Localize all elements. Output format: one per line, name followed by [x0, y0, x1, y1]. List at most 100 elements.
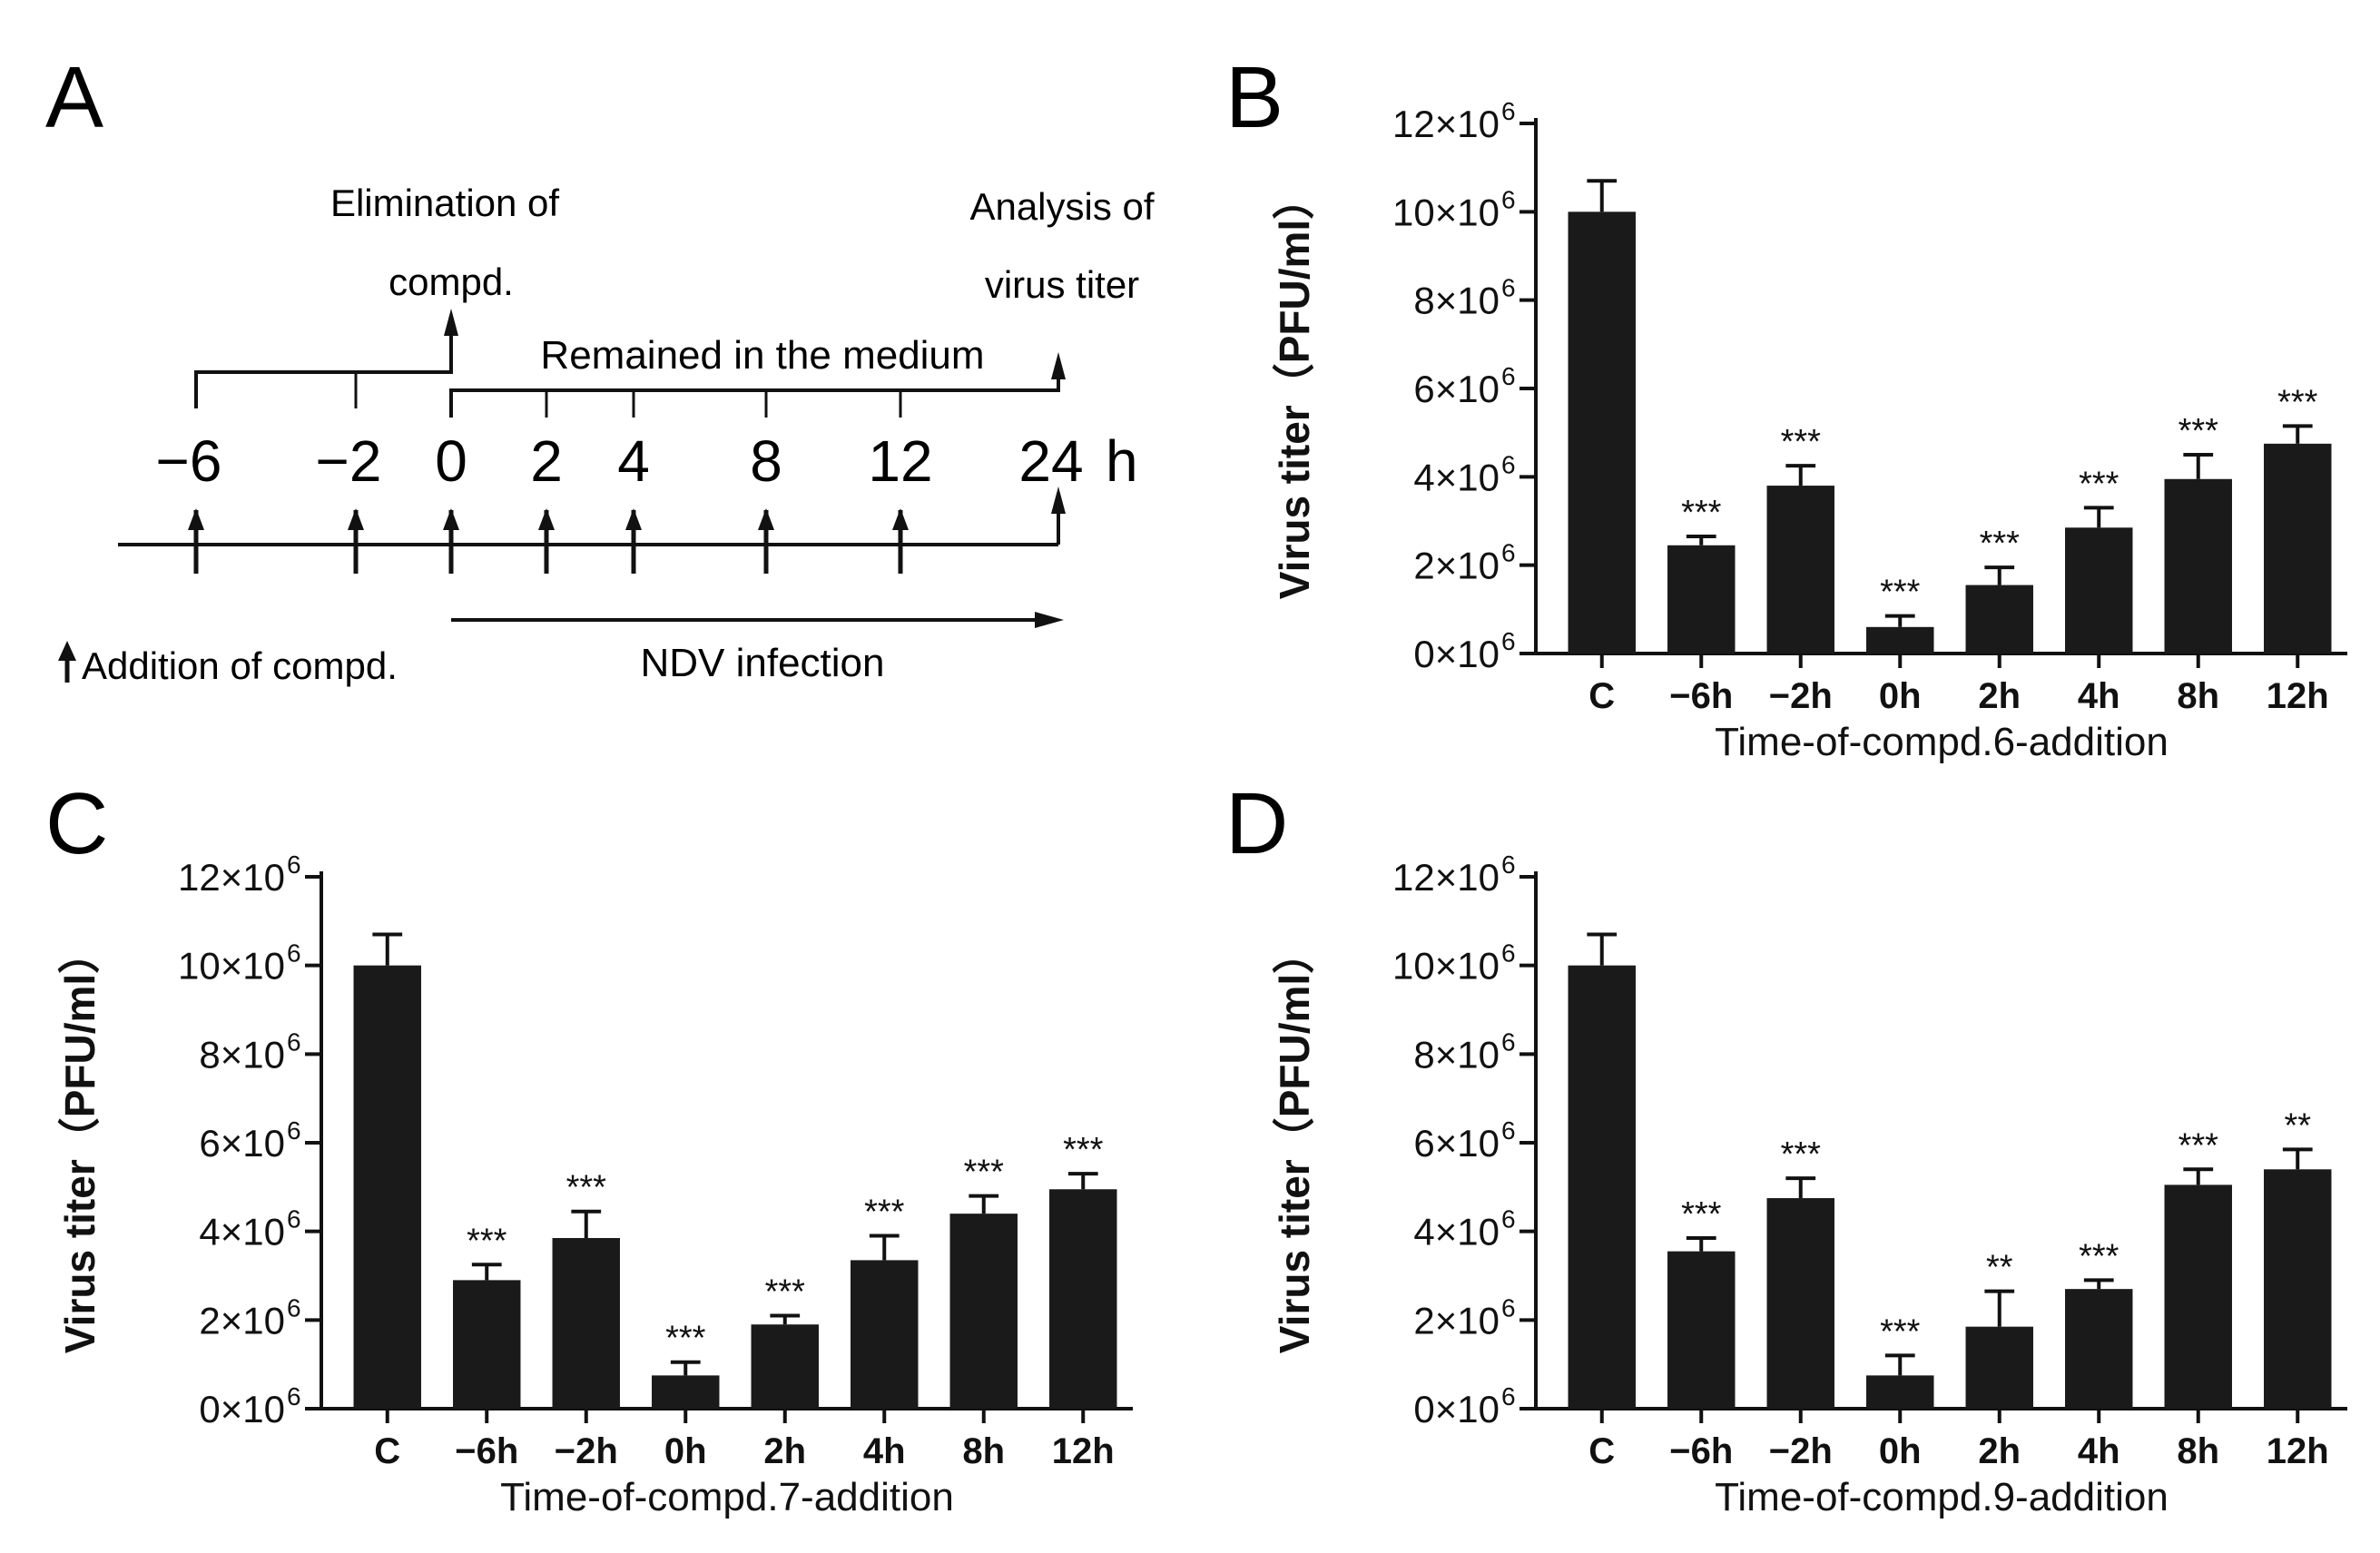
bar [1049, 1189, 1117, 1409]
y-axis-title: Virus titer（PFU/ml） [1271, 932, 1318, 1353]
y-tick-label: 4×10 [1413, 1211, 1500, 1253]
bar [552, 1237, 620, 1409]
elimination-label-line1: Elimination of [330, 182, 559, 224]
y-tick-label: 10×10 [178, 945, 285, 988]
x-tick-label: 4h [2078, 676, 2120, 716]
x-tick-label: 8h [2177, 676, 2219, 716]
x-tick-label: 2h [763, 1431, 806, 1471]
addition-arrowhead [188, 508, 204, 530]
significance-label: *** [1681, 1195, 1722, 1234]
x-tick-label: −6h [455, 1431, 518, 1471]
significance-label: *** [1681, 494, 1722, 532]
bar [1866, 1375, 1934, 1409]
x-tick-label: −2h [555, 1431, 618, 1471]
timeline-label-24: 24 [1018, 428, 1083, 494]
y-tick-label: 12×10 [1392, 856, 1500, 899]
significance-label: *** [1781, 423, 1822, 461]
x-axis-title: Time-of-compd.9-addition [1715, 1475, 2169, 1519]
x-tick-label: 4h [2078, 1431, 2120, 1471]
x-axis-title: Time-of-compd.7-addition [500, 1475, 954, 1519]
addition-arrowhead [443, 508, 459, 530]
bar [2164, 1184, 2232, 1409]
y-tick-exponent: 6 [287, 1293, 301, 1322]
x-tick-label: 2h [1978, 1431, 2021, 1471]
timeline-label-12: 12 [868, 428, 932, 494]
significance-label: *** [1781, 1135, 1822, 1174]
significance-label: *** [1880, 574, 1921, 612]
bar [2065, 1289, 2133, 1409]
x-tick-label: 0h [1879, 1431, 1922, 1471]
y-tick-exponent: 6 [1501, 939, 1516, 968]
bar [1568, 211, 1636, 654]
y-tick-label: 8×10 [1413, 1033, 1500, 1076]
pretreatment-bracket [194, 331, 453, 408]
y-tick-label: 12×10 [178, 856, 285, 899]
y-tick-exponent: 6 [1501, 850, 1516, 879]
addition-arrows [188, 508, 909, 574]
addition-label: Addition of compd. [82, 644, 398, 687]
bar [1866, 626, 1934, 654]
significance-label: *** [1880, 1312, 1921, 1351]
panel-letter-c: C [45, 775, 108, 872]
y-tick-exponent: 6 [1501, 97, 1516, 125]
y-tick-label: 4×10 [1413, 456, 1500, 498]
y-tick-label: 8×10 [1413, 280, 1500, 322]
x-tick-label: −6h [1669, 1431, 1733, 1471]
y-tick-exponent: 6 [1501, 185, 1516, 213]
x-tick-label: −6h [1669, 676, 1733, 716]
y-tick-exponent: 6 [287, 1205, 301, 1234]
panel-letter-d: D [1225, 775, 1288, 872]
bar [1667, 1251, 1736, 1409]
infection-label: NDV infection [640, 641, 884, 685]
chart-panel-b: 0×10 62×10 64×10 66×10 68×10 610×10 612×10 6C**… [1271, 97, 2347, 764]
x-tick-label: 0h [1879, 676, 1922, 716]
panel-letter-b: B [1225, 49, 1283, 146]
panel-a-timeline: A −6 −2 0 2 4 8 12 24 h Elimination of c… [45, 49, 1155, 687]
y-tick-label: 6×10 [1413, 368, 1500, 410]
y-tick-exponent: 6 [1501, 362, 1516, 390]
bar [851, 1260, 919, 1409]
y-tick-exponent: 6 [1501, 1027, 1516, 1056]
x-tick-label: 2h [1978, 676, 2021, 716]
timeline-label-minus2: −2 [316, 428, 382, 494]
y-tick-label: 10×10 [1392, 191, 1500, 233]
y-tick-exponent: 6 [1501, 1293, 1516, 1322]
y-tick-label: 6×10 [1413, 1122, 1500, 1165]
y-tick-exponent: 6 [287, 1116, 301, 1145]
bar [2164, 478, 2232, 654]
x-tick-label: −2h [1769, 676, 1833, 716]
y-tick-exponent: 6 [287, 1027, 301, 1056]
y-tick-label: 0×10 [1413, 633, 1500, 675]
y-tick-label: 8×10 [199, 1033, 285, 1076]
chart-panel-d: 0×10 62×10 64×10 66×10 68×10 610×10 612×10 6C**… [1271, 850, 2347, 1519]
x-tick-label: 8h [962, 1431, 1005, 1471]
bar [751, 1324, 819, 1409]
timeline-label-4: 4 [617, 428, 650, 494]
bar [949, 1214, 1018, 1409]
infection-arrowhead [1035, 612, 1064, 628]
timeline-label-2: 2 [530, 428, 563, 494]
analysis-label-line1: Analysis of [969, 185, 1154, 228]
addition-arrowhead [348, 508, 364, 530]
timeline-hour-unit: h [1106, 428, 1138, 494]
significance-label: *** [964, 1154, 1005, 1192]
elimination-label-line2: compd. [388, 260, 514, 303]
x-tick-label: 0h [664, 1431, 707, 1471]
significance-label: *** [864, 1194, 905, 1232]
x-tick-label: −2h [1769, 1431, 1833, 1471]
significance-label: *** [2178, 1126, 2219, 1165]
y-tick-exponent: 6 [1501, 1205, 1516, 1234]
y-axis-title: Virus titer（PFU/ml） [1271, 178, 1318, 599]
x-tick-label: 12h [2267, 1431, 2329, 1471]
timeline-label-8: 8 [750, 428, 782, 494]
chart-panel-c: 0×10 62×10 64×10 66×10 68×10 610×10 612×10 6C**… [56, 850, 1133, 1519]
y-tick-exponent: 6 [287, 850, 301, 879]
y-tick-exponent: 6 [1501, 1382, 1516, 1410]
significance-label: ** [1986, 1249, 2013, 1287]
y-tick-label: 2×10 [199, 1299, 285, 1342]
significance-label: *** [2079, 465, 2119, 503]
bar [1965, 1326, 2033, 1409]
elimination-arrowhead [444, 309, 458, 336]
x-axis-title: Time-of-compd.6-addition [1715, 720, 2169, 764]
y-tick-exponent: 6 [1501, 539, 1516, 567]
